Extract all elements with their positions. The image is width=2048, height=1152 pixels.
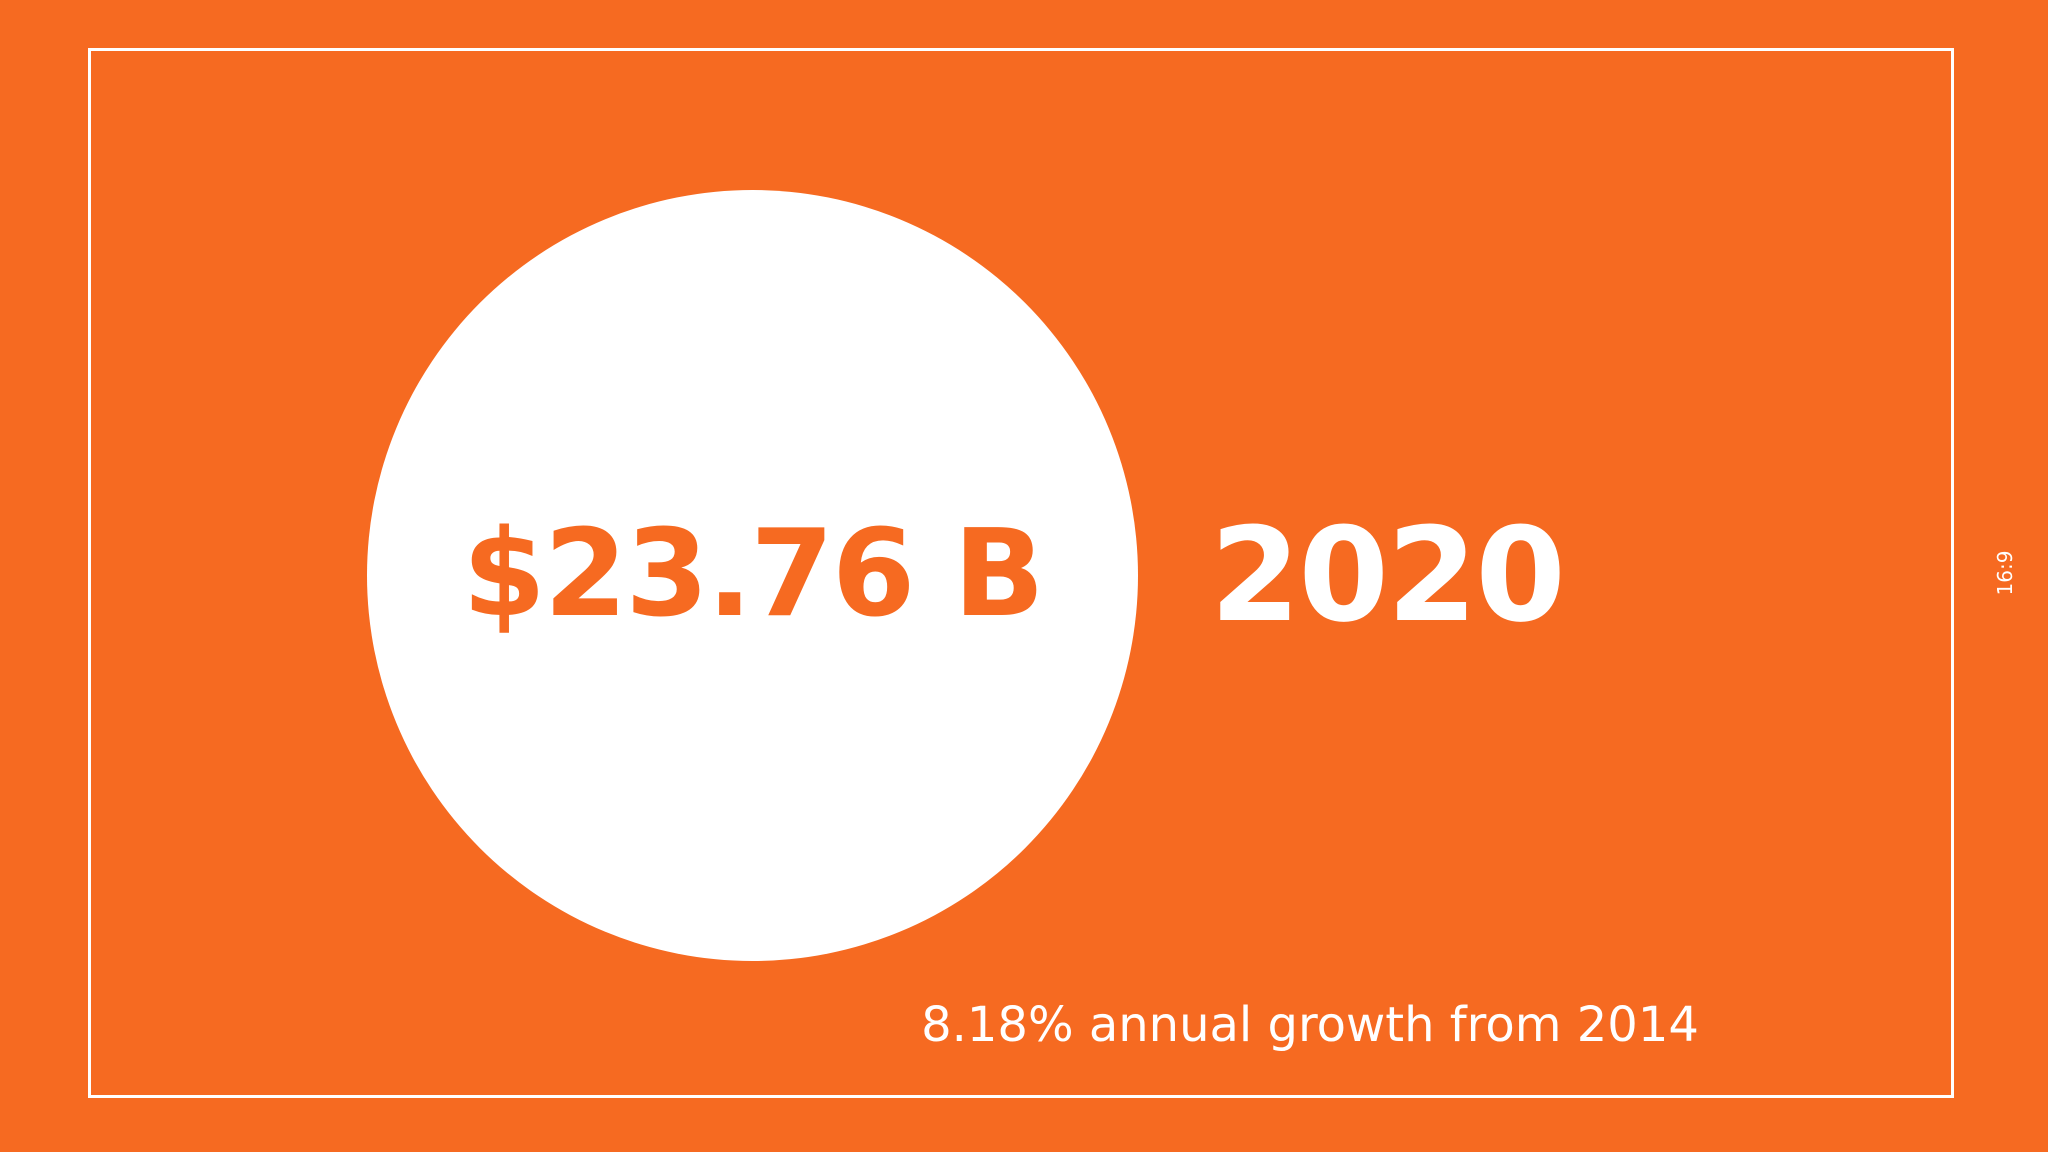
value-year: 2020 <box>1210 499 1566 651</box>
market-value-amount: $23.76 B <box>462 505 1044 644</box>
annual-growth-text: 8.18% annual growth from 2014 <box>921 997 1699 1053</box>
slide-border-frame <box>88 48 1954 1098</box>
highlight-circle <box>367 190 1138 961</box>
aspect-ratio-label: 16:9 <box>1993 550 2017 596</box>
